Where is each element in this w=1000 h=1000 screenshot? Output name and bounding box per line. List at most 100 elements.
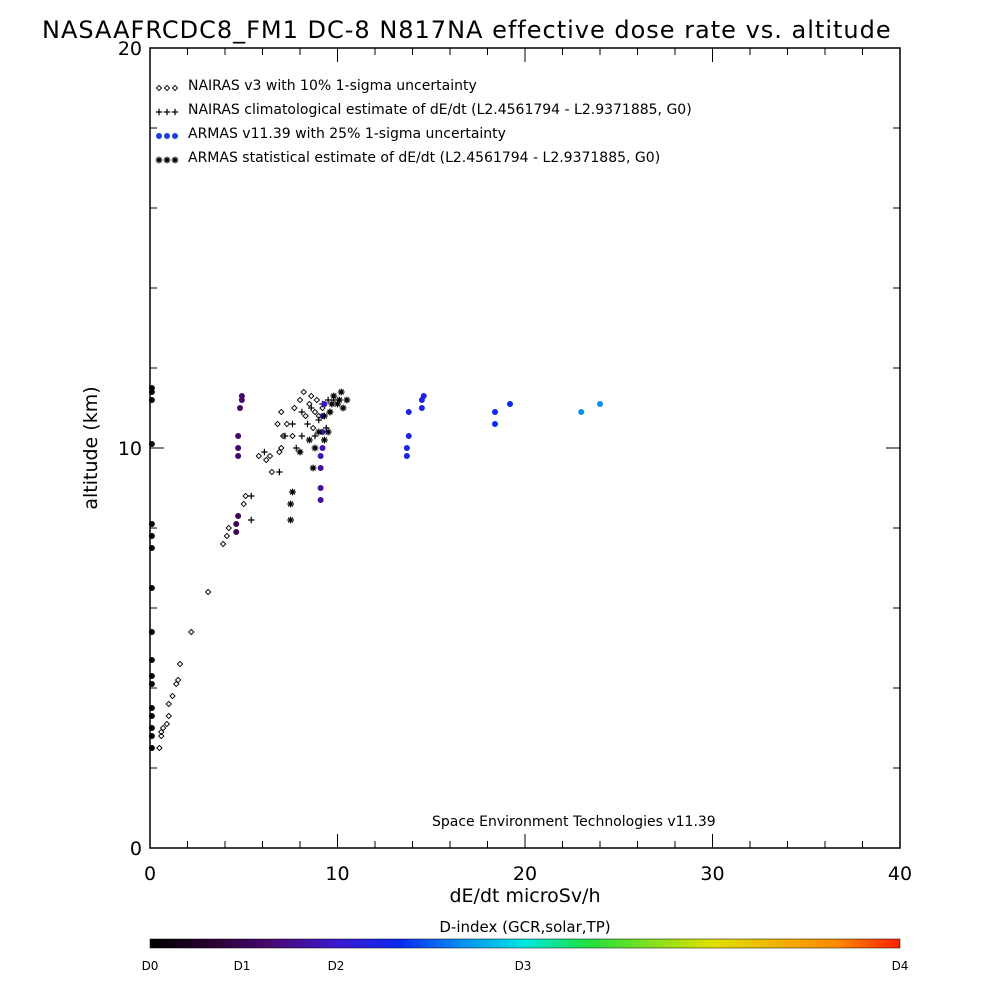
nairas-point — [274, 420, 281, 428]
nairas-clim-point — [324, 396, 332, 404]
nairas-point — [223, 532, 231, 540]
colorbar — [149, 938, 901, 949]
armas-point — [233, 521, 240, 527]
nairas-clim-point — [304, 420, 311, 428]
armas-point — [492, 409, 498, 415]
armas-stat-point — [343, 396, 351, 404]
nairas-point — [309, 424, 317, 432]
armas-point — [148, 681, 155, 687]
armas-point — [148, 705, 155, 711]
legend-marker — [155, 156, 163, 164]
nairas-clim-point — [248, 492, 255, 500]
y-tick-label: 20 — [118, 38, 142, 60]
legend-marker — [171, 84, 179, 92]
armas-stat-point — [326, 408, 334, 416]
y-axis-label: altitude (km) — [80, 386, 102, 509]
nairas-point — [276, 448, 283, 456]
armas-point — [418, 405, 425, 411]
legend-label: ARMAS statistical estimate of dE/dt (L2.… — [188, 150, 660, 166]
nairas-point — [319, 404, 326, 412]
armas-stat-point — [339, 404, 347, 412]
nairas-point — [158, 732, 165, 740]
armas-point — [403, 445, 410, 451]
armas-stat-point — [309, 464, 317, 472]
x-tick-label: 10 — [325, 863, 349, 885]
nairas-point — [176, 660, 184, 668]
armas-stat-point — [289, 488, 296, 496]
nairas-point — [291, 404, 298, 412]
nairas-point — [163, 720, 171, 728]
y-tick-label: 0 — [130, 838, 142, 860]
armas-point — [148, 725, 155, 731]
armas-point — [148, 713, 155, 719]
nairas-point — [173, 680, 180, 688]
nairas-clim-point — [276, 468, 283, 476]
nairas-point — [165, 700, 172, 708]
nairas-clim-point — [293, 444, 300, 452]
armas-stat-point — [320, 436, 328, 444]
armas-point — [148, 733, 155, 739]
armas-point — [317, 485, 324, 491]
nairas-point — [311, 408, 319, 416]
nairas-point — [263, 456, 270, 464]
nairas-point — [296, 396, 304, 404]
nairas-point — [306, 400, 313, 408]
armas-point — [148, 521, 155, 527]
armas-point — [492, 421, 498, 427]
armas-point — [317, 453, 324, 459]
nairas-point — [225, 524, 232, 532]
nairas-point — [283, 420, 291, 428]
legend-marker — [171, 156, 179, 164]
x-tick-label: 0 — [144, 863, 156, 885]
nairas-point — [308, 392, 315, 400]
armas-stat-point — [287, 516, 295, 524]
nairas-point — [240, 500, 247, 508]
armas-point — [405, 409, 412, 415]
legend-marker — [163, 84, 171, 92]
armas-stat-point — [311, 444, 319, 452]
armas-point — [235, 445, 242, 451]
colorbar-tick-label: D4 — [892, 959, 909, 973]
colorbar-title: D-index (GCR,solar,TP) — [439, 918, 610, 936]
armas-point — [235, 513, 242, 519]
nairas-point — [219, 540, 227, 548]
legend-marker — [163, 108, 171, 116]
colorbar-tick-label: D3 — [515, 959, 532, 973]
nairas-clim-point — [315, 416, 322, 424]
credit-text: Space Environment Technologies v11.39 — [432, 814, 716, 830]
nairas-point — [156, 744, 163, 752]
nairas-clim-point — [311, 432, 319, 440]
colorbar-tick-label: D1 — [234, 959, 251, 973]
legend-marker — [164, 133, 170, 139]
nairas-point — [278, 444, 285, 452]
legend-marker — [163, 156, 171, 164]
legend-marker — [155, 84, 163, 92]
colorbar-tick-label: D0 — [142, 959, 159, 973]
y-tick-label: 10 — [118, 438, 142, 460]
nairas-point — [302, 412, 309, 420]
nairas-clim-point — [298, 432, 306, 440]
nairas-point — [255, 452, 262, 460]
nairas-clim-point — [298, 408, 306, 416]
nairas-point — [165, 712, 172, 720]
armas-point — [148, 629, 155, 635]
legend-marker — [155, 108, 163, 116]
armas-point — [235, 453, 242, 459]
armas-stat-point — [335, 396, 343, 404]
nairas-point — [313, 396, 321, 404]
armas-point — [233, 529, 240, 535]
colorbar-labels: D0 D1 D2 D3 D4 — [142, 959, 909, 973]
axis-ticks — [149, 47, 901, 849]
armas-point — [578, 409, 585, 415]
nairas-point — [266, 452, 274, 460]
armas-point — [148, 673, 155, 679]
nairas-point — [268, 468, 276, 476]
nairas-point — [300, 388, 307, 396]
armas-point — [403, 453, 410, 459]
armas-stat-point — [324, 428, 332, 436]
legend-label: NAIRAS climatological estimate of dE/dt … — [188, 102, 692, 118]
nairas-clim-point — [308, 404, 315, 412]
armas-stat-point — [320, 412, 328, 420]
armas-point — [317, 497, 324, 503]
